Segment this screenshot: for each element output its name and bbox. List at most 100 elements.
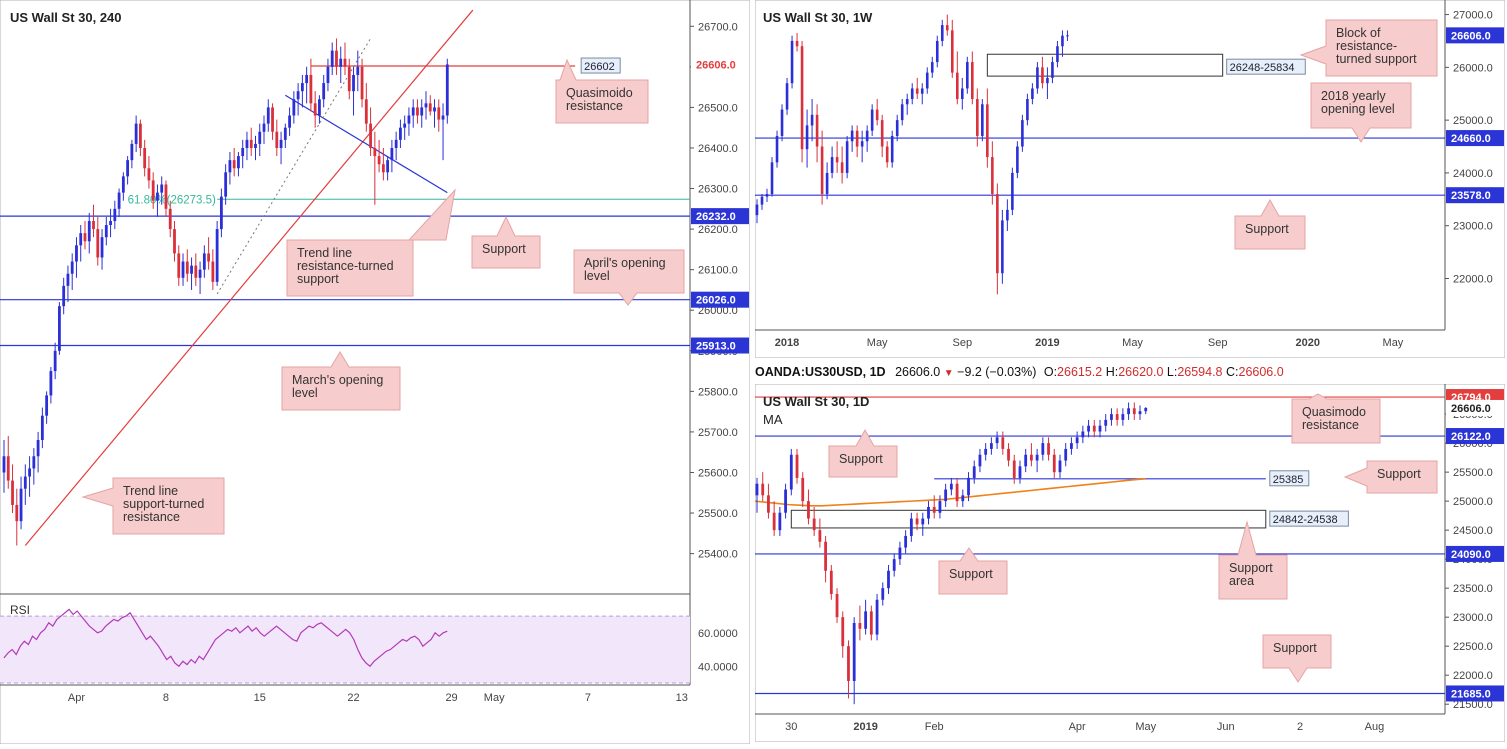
candle-body xyxy=(1087,425,1090,432)
daily-frame xyxy=(754,383,1506,743)
candle-body xyxy=(765,194,769,197)
candle-body xyxy=(181,261,185,278)
candle-body xyxy=(156,192,159,201)
candle-body xyxy=(960,88,964,100)
candle-body xyxy=(143,147,147,169)
candle-body xyxy=(335,50,338,67)
x-tick-label: 2020 xyxy=(1296,337,1320,349)
y-tick-label: 22000.0 xyxy=(1453,670,1493,682)
weekly-chart-panel[interactable]: 26248-25834 27000.0 26000.0 25000.0 24000.0… xyxy=(754,0,1506,359)
candle-body xyxy=(2,456,6,473)
daily-support-callout-2-bubble xyxy=(1343,460,1438,494)
candle-body xyxy=(390,147,394,161)
candle-body xyxy=(881,588,885,600)
candle-body xyxy=(1007,448,1010,461)
candle-body xyxy=(411,107,415,116)
x-tick-label: May xyxy=(1383,337,1404,349)
weekly-chart[interactable]: 26248-25834 27000.0 26000.0 25000.0 24000.0… xyxy=(754,0,1506,359)
price-tag-label: 24090.0 xyxy=(1451,549,1491,561)
candle-body xyxy=(283,127,287,140)
candle-body xyxy=(949,483,953,490)
candle-body xyxy=(850,130,854,142)
price-tag-label: 23578.0 xyxy=(1451,190,1491,202)
trendline-str-callout-bubble xyxy=(81,477,225,535)
candle-body xyxy=(1075,437,1079,444)
candle-body xyxy=(800,46,804,150)
candle-body xyxy=(262,123,266,132)
candle-body xyxy=(202,253,206,270)
candle-body xyxy=(62,285,66,307)
candle-body xyxy=(369,123,372,148)
candle-body xyxy=(795,40,799,47)
h4-chart[interactable]: 61.80%(26273.5)26602 26700.026600.026500… xyxy=(0,0,751,745)
y-tick-label: 26400.0 xyxy=(698,143,738,155)
candle-body xyxy=(249,139,253,148)
candle-body xyxy=(356,66,360,75)
candle-body xyxy=(989,443,993,449)
last-price: 26606.0 xyxy=(895,365,941,379)
high-label: H: xyxy=(1105,365,1119,379)
candle-body xyxy=(785,83,789,110)
quasimodo-callout-text: resistance xyxy=(566,99,623,113)
price-tag xyxy=(1446,399,1504,416)
close-label: C: xyxy=(1226,365,1239,379)
daily-support-callout-1-bubble xyxy=(828,428,898,478)
weekly-yearly-open-callout-text: opening level xyxy=(1321,102,1395,116)
candle-body xyxy=(760,196,764,205)
candle-body xyxy=(126,160,130,177)
price-tag xyxy=(1446,428,1504,445)
candle-body xyxy=(890,135,894,163)
h4-chart-panel[interactable]: 61.80%(26273.5)26602 26700.026600.026500… xyxy=(0,0,751,745)
candle-body xyxy=(1012,460,1016,478)
y-tick-label: 26100.0 xyxy=(698,265,738,277)
april-open-callout-text: April's opening xyxy=(584,256,666,270)
trendline-rts-callout-text: support xyxy=(297,272,339,286)
daily-quasimodo-callout-text: resistance xyxy=(1302,418,1359,432)
candle-body xyxy=(215,229,219,282)
candle-body xyxy=(855,130,859,147)
candle-body xyxy=(241,147,245,157)
weekly-yearly-open-callout-text: 2018 yearly xyxy=(1321,89,1386,103)
candle-body xyxy=(190,265,193,274)
quasimodo-callout-text: Quasimoido xyxy=(566,86,633,100)
candle-body xyxy=(1092,425,1096,432)
level-value-tag xyxy=(580,57,621,74)
candle-body xyxy=(938,501,942,513)
candle-body xyxy=(1041,443,1045,455)
candle-body xyxy=(381,164,385,173)
candle-body xyxy=(271,107,274,132)
candle-body xyxy=(437,107,441,120)
down-arrow-icon: ▼ xyxy=(943,368,954,379)
h4-rsi-label: RSI xyxy=(10,603,30,617)
candle-body xyxy=(770,162,774,195)
candle-body xyxy=(1018,466,1022,478)
candle-body xyxy=(858,622,862,629)
descending-trend-line xyxy=(285,94,448,194)
level-value-tag xyxy=(1269,470,1310,487)
candle-body xyxy=(66,273,70,286)
april-open-callout-text: level xyxy=(584,269,610,283)
candle-body xyxy=(984,448,988,455)
symbol-label: OANDA:US30USD, 1D xyxy=(755,365,886,379)
price-tag-label: 26606.0 xyxy=(1451,403,1491,415)
candle-body xyxy=(399,127,402,140)
candle-body xyxy=(23,476,27,489)
candle-body xyxy=(1024,454,1028,467)
candle-body xyxy=(326,66,330,84)
candle-body xyxy=(775,135,779,163)
candle-body xyxy=(1132,408,1136,415)
candle-body xyxy=(1061,35,1064,47)
candle-body xyxy=(1047,443,1050,455)
price-tag-label: 26232.0 xyxy=(696,211,736,223)
candle-body xyxy=(1144,407,1148,412)
candle-body xyxy=(1064,448,1068,461)
candle-body xyxy=(232,160,236,169)
rsi-band xyxy=(0,616,690,683)
candle-body xyxy=(139,123,142,148)
fib-level-label: 61.80%(26273.5) xyxy=(128,194,216,206)
candle-body xyxy=(910,88,914,100)
candle-body xyxy=(1030,454,1033,461)
y-tick-label: 25000.0 xyxy=(1453,115,1493,127)
